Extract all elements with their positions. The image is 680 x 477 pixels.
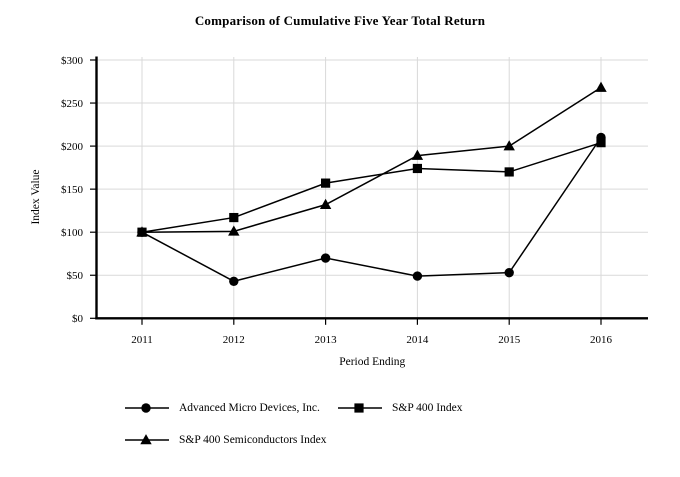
circle-marker-icon xyxy=(596,132,606,143)
x-tick-label: 2016 xyxy=(590,334,613,346)
circle-marker-icon xyxy=(229,276,239,286)
legend-label-sp400-semiconductors: S&P 400 Semiconductors Index xyxy=(179,434,327,446)
series-line-2 xyxy=(141,86,602,233)
circle-marker-icon xyxy=(141,403,151,413)
triangle-marker-icon xyxy=(319,198,332,209)
y-tick-label: $200 xyxy=(61,141,84,153)
axes xyxy=(90,56,648,325)
y-tick-label: $150 xyxy=(61,184,84,196)
square-marker-icon xyxy=(596,138,606,148)
x-tick-label: 2013 xyxy=(315,334,338,346)
legend-item-sp400-semiconductors: S&P 400 Semiconductors Index xyxy=(125,434,326,446)
y-axis-title: Index Value xyxy=(30,169,42,224)
x-tick-label: 2015 xyxy=(498,334,521,346)
series-markers xyxy=(136,81,607,286)
triangle-marker-icon xyxy=(595,81,607,92)
x-axis-title: Period Ending xyxy=(339,356,405,368)
y-tick-label: $0 xyxy=(72,313,84,325)
x-tick-label: 2011 xyxy=(131,334,153,346)
square-marker-icon xyxy=(321,178,331,188)
legend-label-amd: Advanced Micro Devices, Inc. xyxy=(179,402,320,414)
circle-marker-icon xyxy=(504,267,514,278)
square-marker-icon xyxy=(338,403,382,413)
triangle-marker-icon xyxy=(140,434,152,445)
chart-title: Comparison of Cumulative Five Year Total… xyxy=(194,13,486,28)
circle-marker-icon xyxy=(125,403,169,413)
triangle-marker-icon xyxy=(411,149,424,160)
square-marker-icon xyxy=(412,163,422,174)
circle-marker-icon xyxy=(320,253,331,263)
y-tick-label: $250 xyxy=(61,98,84,110)
square-marker-icon xyxy=(354,403,364,413)
series-line-1 xyxy=(141,141,602,233)
legend-item-amd: Advanced Micro Devices, Inc. xyxy=(125,402,320,414)
y-tick-label: $300 xyxy=(61,55,84,67)
y-tick-label: $50 xyxy=(67,270,84,282)
x-tick-label: 2012 xyxy=(223,334,245,346)
triangle-marker-icon xyxy=(503,140,515,151)
triangle-marker-icon xyxy=(125,434,169,445)
series-lines xyxy=(141,86,602,283)
legend-item-sp400: S&P 400 Index xyxy=(338,402,463,414)
x-tick-label: 2014 xyxy=(406,334,429,346)
square-marker-icon xyxy=(504,167,514,177)
axis-labels: $0 $50 $100 $150 $200 $250 $300 2011 2012 2013 201… xyxy=(30,55,613,368)
circle-marker-icon xyxy=(412,271,423,281)
gridlines xyxy=(96,57,648,319)
square-marker-icon xyxy=(229,212,239,223)
circle-marker-icon xyxy=(137,227,147,237)
y-tick-label: $100 xyxy=(61,227,84,239)
legend-label-sp400: S&P 400 Index xyxy=(392,402,463,414)
series-line-0 xyxy=(141,137,602,283)
triangle-marker-icon xyxy=(228,225,240,236)
